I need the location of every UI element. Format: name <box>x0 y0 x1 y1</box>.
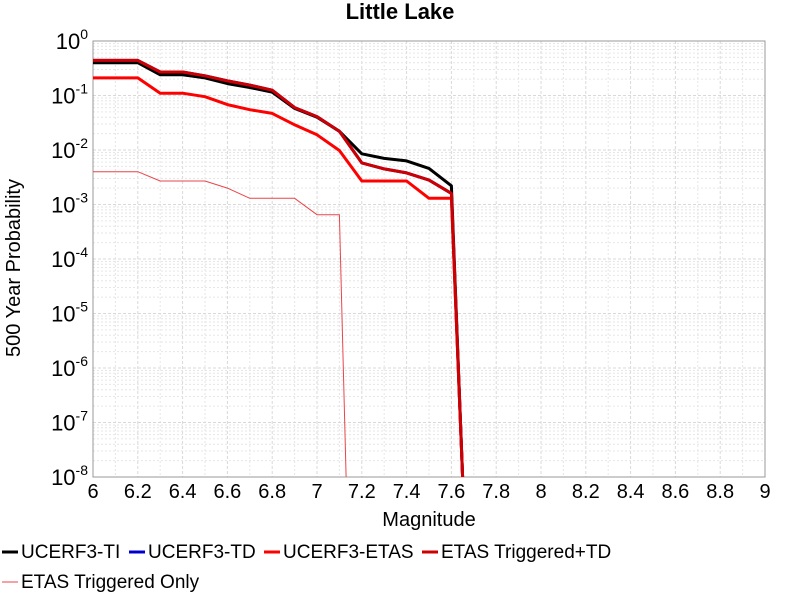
series-line-2 <box>93 76 465 478</box>
y-tick-label: 10-4 <box>51 244 88 272</box>
series-layer <box>93 58 465 478</box>
x-tick-label: 6.2 <box>124 481 152 503</box>
x-tick-label: 8.8 <box>706 481 734 503</box>
x-tick-label: 8.4 <box>617 481 645 503</box>
x-tick-label: 6.6 <box>213 481 241 503</box>
y-tick-label: 10-5 <box>51 299 88 327</box>
grid <box>92 41 766 478</box>
legend-label-2: UCERF3-ETAS <box>283 542 414 563</box>
y-tick-label: 10-1 <box>51 81 88 109</box>
chart-title: Little Lake <box>346 0 455 24</box>
y-tick-label: 10-3 <box>51 190 88 218</box>
x-tick-label: 9 <box>759 481 770 503</box>
legend: UCERF3-TI UCERF3-TD UCERF3-ETAS ETAS Trigge… <box>2 542 611 593</box>
x-tick-label: 6.8 <box>258 481 286 503</box>
y-tick-label: 10-2 <box>51 135 88 163</box>
y-tick-label: 10-8 <box>51 462 88 490</box>
x-tick-label: 8.2 <box>572 481 600 503</box>
y-tick-label: 10-7 <box>51 408 88 436</box>
x-tick-label: 7.2 <box>348 481 376 503</box>
series-line-1 <box>93 58 465 478</box>
x-tick-label: 8 <box>535 481 546 503</box>
x-tick-label: 8.6 <box>661 481 689 503</box>
x-tick-label: 6.4 <box>169 481 197 503</box>
x-axis-ticks: 6 6.2 6.4 6.6 6.8 7 7.2 7.4 7.6 7.8 8 8.2 8.4 8.6 8.8 9 <box>87 481 770 503</box>
y-axis-label: 500 Year Probability <box>3 179 25 357</box>
legend-label-3: ETAS Triggered+TD <box>441 542 611 563</box>
series-line-0 <box>93 61 465 478</box>
x-tick-label: 7 <box>311 481 322 503</box>
series-line-3 <box>93 58 465 478</box>
y-axis-ticks: 100 10-1 10-2 10-3 10-4 10-5 10-6 10-7 10-8 <box>51 26 88 490</box>
x-axis-label: Magnitude <box>382 509 475 531</box>
series-line-4 <box>93 171 347 478</box>
x-tick-label: 7.8 <box>482 481 510 503</box>
y-tick-label: 10-6 <box>51 353 88 381</box>
x-tick-label: 6 <box>87 481 98 503</box>
legend-label-0: UCERF3-TI <box>21 542 120 563</box>
y-tick-label: 100 <box>56 26 88 54</box>
legend-label-4: ETAS Triggered Only <box>21 572 200 593</box>
x-tick-label: 7.6 <box>437 481 465 503</box>
x-tick-label: 7.4 <box>393 481 421 503</box>
legend-label-1: UCERF3-TD <box>148 542 256 563</box>
plot-area <box>92 40 766 478</box>
